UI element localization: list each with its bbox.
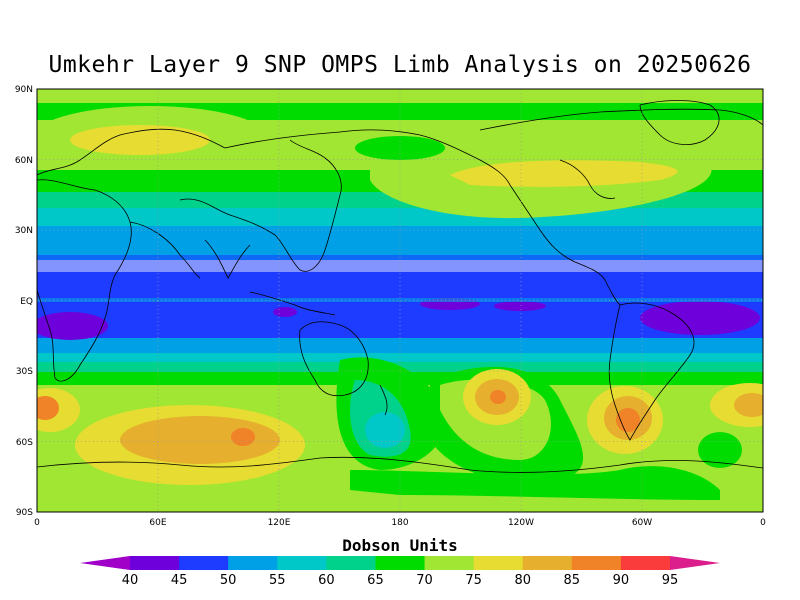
coast-australia [299,321,369,397]
coast-hudson [559,159,616,199]
colorbar-cell [424,556,475,570]
colorbar-title: Dobson Units [342,536,458,555]
south-70-bottom [350,466,720,500]
lat-label: 30S [16,367,33,377]
south-east-70 [698,432,742,468]
colorbar-cell [130,556,180,570]
colorbar-cell [473,556,524,570]
coast-india [204,239,251,279]
min-indonesia-45 [273,307,297,317]
lat-labels: 90N 60N 30N EQ 30S 60S 90S [15,85,33,518]
colorbar: 40 45 50 55 60 65 70 75 80 85 90 95 [80,556,720,588]
colorbar-low-arrow [80,556,130,570]
south-east-85 [734,393,763,417]
colorbar-cell [522,556,573,570]
lat-label: 90S [16,508,33,518]
coast-antarctica [37,456,763,473]
coast-siberia [224,129,421,149]
samerica-max-90 [616,408,640,432]
lat-label: 60N [15,156,33,166]
lat-label: EQ [20,297,33,307]
coast-europe [37,128,226,176]
coast-asia [179,139,342,272]
colorbar-label: 70 [416,573,433,588]
coast-newzealand [379,384,388,416]
lon-label: 120W [508,518,534,528]
blob-north-pole-70 [355,136,445,160]
south-indian-90 [231,428,255,446]
south-60-region [365,412,405,448]
pacific-max-90 [490,390,506,404]
colorbar-label: 65 [367,573,384,588]
coast-canada [479,108,763,131]
lon-label: 60W [632,518,652,528]
map-frame [36,88,764,513]
colorbar-cell [277,556,327,570]
lat-label: 90N [15,85,33,95]
colorbar-label: 40 [122,573,139,588]
min-africa-45 [37,312,108,340]
south-west-85 [37,396,59,420]
colorbar-cell [620,556,671,570]
colorbar-cell [571,556,622,570]
coast-greenland [639,100,720,145]
lon-label: 180 [391,518,408,528]
lon-labels: 0 60E 120E 180 120W 60W 0 [34,518,766,528]
colorbar-cell [228,556,278,570]
colorbar-label: 60 [318,573,335,588]
colorbar-cell [179,556,229,570]
eq-strip-55 [37,298,763,302]
coast-africa [37,179,132,382]
colorbar-label: 85 [564,573,581,588]
blob-north-europe-80 [70,125,210,155]
coast-north-america [509,184,621,306]
gridlines [37,89,763,512]
colorbar-label: 50 [220,573,237,588]
lon-label: 0 [34,518,40,528]
colorbar-label: 80 [514,573,531,588]
colorbar-cell [375,556,426,570]
band-55 [37,226,763,260]
colorbar-label: 45 [171,573,188,588]
colorbar-label: 75 [465,573,482,588]
colorbar-cell [326,556,376,570]
colorbar-label: 90 [613,573,630,588]
coast-south-america [608,302,695,441]
coast-alaska [419,134,511,186]
lat-label: 30N [15,226,33,236]
coast-indonesia [249,291,336,316]
colorbar-high-arrow [670,556,720,570]
coast-arabia [129,221,201,279]
min-atlantic-45 [640,301,760,335]
lat-label: 60S [16,438,33,448]
lon-label: 60E [149,518,166,528]
colorbar-label: 55 [269,573,286,588]
south-indian-85 [120,416,280,464]
lon-label: 0 [760,518,766,528]
min-pacific2-45 [494,301,546,311]
colorbar-label: 95 [662,573,679,588]
lon-label: 120E [268,518,291,528]
chart-title: Umkehr Layer 9 SNP OMPS Limb Analysis on… [48,52,752,78]
coastlines [37,100,763,473]
